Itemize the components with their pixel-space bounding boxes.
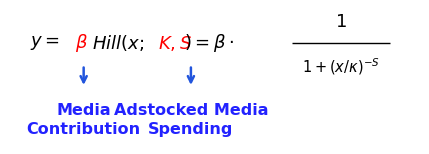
Text: $\beta$: $\beta$ [75,32,88,54]
Text: $y = $: $y = $ [30,34,60,52]
Text: $Hill(x;$: $Hill(x;$ [92,33,145,53]
Text: $) = \beta \cdot$: $) = \beta \cdot$ [184,32,233,54]
Text: $K,S$: $K,S$ [158,34,192,53]
Text: Media
Contribution: Media Contribution [27,103,141,137]
Text: $1+(x/\kappa)^{-S}$: $1+(x/\kappa)^{-S}$ [302,56,380,77]
Text: $1$: $1$ [335,13,347,30]
Text: Adstocked Media
Spending: Adstocked Media Spending [114,103,268,137]
